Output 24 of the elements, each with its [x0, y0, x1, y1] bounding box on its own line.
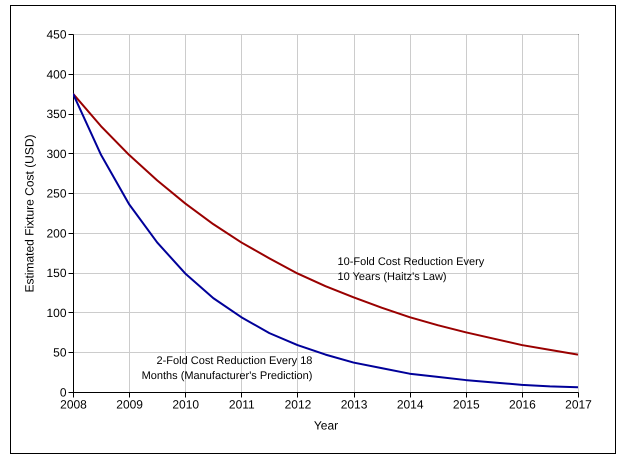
y-tick-label: 200: [46, 226, 67, 240]
x-tick-label: 2010: [172, 398, 200, 412]
y-tick-label: 0: [60, 386, 67, 400]
series-label: 10-Fold Cost Reduction Every 10 Years (Haitz's Law): [338, 256, 485, 284]
y-tick-label: 450: [46, 28, 67, 42]
y-tick-label: 150: [46, 266, 67, 280]
y-tick-label: 350: [46, 107, 67, 122]
x-tick-label: 2012: [284, 398, 312, 412]
y-tick-label: 300: [46, 146, 67, 161]
x-tick-label: 2015: [452, 398, 480, 412]
x-axis-title: Year: [314, 418, 338, 432]
x-tick-label: 2009: [116, 398, 144, 412]
series-label: 2-Fold Cost Reduction Every 18 Months (Manufacturer's Prediction): [142, 355, 312, 382]
y-tick-label: 100: [46, 306, 67, 320]
x-tick-label: 2011: [228, 398, 256, 412]
x-tick-label: 2014: [396, 398, 424, 412]
y-axis-title: Estimated Fixture Cost (USD): [22, 134, 36, 293]
y-tick-label: 50: [53, 346, 67, 360]
y-tick-label: 400: [46, 67, 67, 82]
x-tick-label: 2017: [565, 398, 592, 412]
x-tick-label: 2008: [60, 398, 88, 412]
x-tick-label: 2016: [509, 398, 536, 412]
x-tick-label: 2013: [340, 398, 368, 412]
y-tick-label: 250: [46, 186, 67, 201]
